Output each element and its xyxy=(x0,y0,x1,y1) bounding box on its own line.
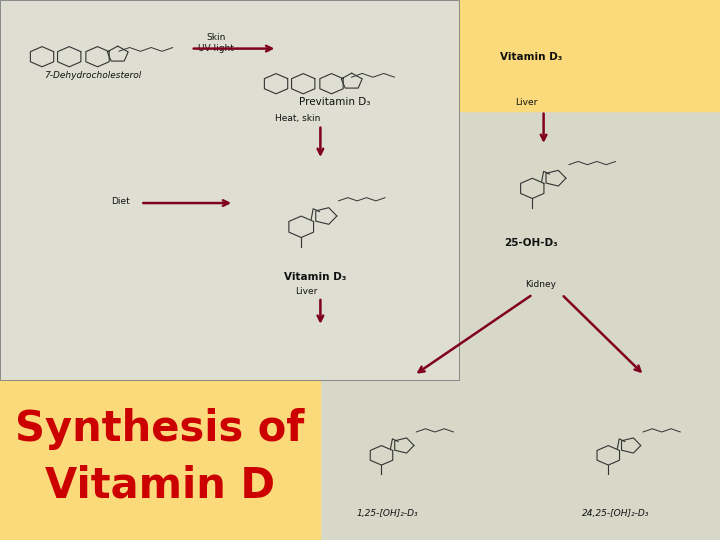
Text: Vitamin D₃: Vitamin D₃ xyxy=(284,272,347,282)
Text: Heat, skin: Heat, skin xyxy=(275,114,320,123)
Text: 25-OH-D₃: 25-OH-D₃ xyxy=(504,238,558,248)
Text: Liver: Liver xyxy=(295,287,318,296)
Bar xyxy=(0,0,459,380)
Text: Previtamin D₃: Previtamin D₃ xyxy=(299,97,370,107)
Text: Vitamin D₃: Vitamin D₃ xyxy=(500,52,563,63)
Text: Diet: Diet xyxy=(112,197,130,206)
Bar xyxy=(459,0,720,111)
Bar xyxy=(0,380,320,540)
Text: 7-Dehydrocholesterol: 7-Dehydrocholesterol xyxy=(45,71,142,80)
Text: 1,25-[OH]₂-D₃: 1,25-[OH]₂-D₃ xyxy=(356,509,418,518)
Bar xyxy=(320,380,720,540)
Text: Synthesis of: Synthesis of xyxy=(15,408,305,450)
Text: Kidney: Kidney xyxy=(526,280,557,289)
Text: Liver: Liver xyxy=(515,98,537,107)
Text: 24,25-[OH]₂-D₃: 24,25-[OH]₂-D₃ xyxy=(582,509,649,518)
Text: UV light: UV light xyxy=(198,44,234,53)
Text: Skin: Skin xyxy=(207,33,226,43)
Text: Vitamin D: Vitamin D xyxy=(45,465,275,507)
Bar xyxy=(459,111,720,380)
Bar xyxy=(0,0,459,380)
